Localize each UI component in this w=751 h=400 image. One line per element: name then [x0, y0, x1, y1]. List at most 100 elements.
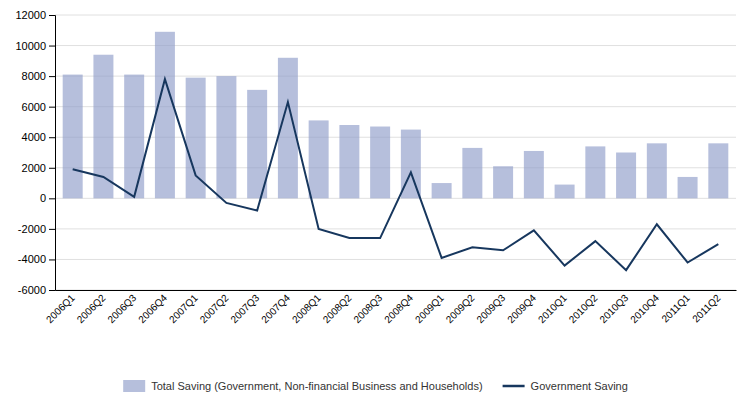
bar — [524, 151, 544, 198]
tick-label: 2000 — [22, 162, 46, 174]
tick: 2007Q1 — [167, 292, 200, 325]
tick-label: 8000 — [22, 70, 46, 82]
chart: -6000 -4000 -2000 0 2000 4000 6000 8000 10000 120… — [0, 0, 751, 400]
axis-line — [49, 16, 56, 291]
tick-mark — [49, 168, 55, 169]
tick-label: 2008Q2 — [321, 292, 354, 325]
bar — [370, 127, 390, 199]
tick-mark — [49, 229, 55, 230]
bar — [432, 183, 452, 198]
tick: 2009Q1 — [413, 292, 446, 325]
bar — [555, 185, 575, 199]
tick: 2011Q2 — [690, 292, 723, 325]
tick-mark — [49, 107, 55, 108]
tick-label: 2006Q1 — [44, 292, 77, 325]
legend-item: Total Saving (Government, Non-financial … — [123, 380, 482, 392]
tick-label: 2006Q4 — [136, 292, 169, 325]
tick: 2006Q3 — [105, 292, 138, 325]
tick-mark — [49, 15, 55, 16]
tick-label: 2007Q4 — [259, 292, 292, 325]
tick: 2006Q1 — [44, 292, 77, 325]
y-axis: -6000 -4000 -2000 0 2000 4000 6000 8000 10000 120… — [15, 9, 55, 296]
tick-label: 2010Q2 — [567, 292, 600, 325]
tick-mark — [49, 46, 55, 47]
grid-line — [55, 290, 736, 291]
tick-label: 2007Q1 — [167, 292, 200, 325]
tick-label: 10000 — [15, 40, 46, 52]
line — [73, 79, 719, 270]
tick-mark — [49, 290, 55, 291]
tick-label: 2009Q4 — [505, 292, 538, 325]
tick-label: 2006Q3 — [105, 292, 138, 325]
tick-label: 0 — [40, 192, 46, 204]
tick-mark — [49, 76, 55, 77]
legend-item: Government Saving — [503, 380, 628, 392]
tick: 8000 — [22, 70, 55, 82]
tick-mark — [49, 259, 55, 260]
bar — [339, 125, 359, 198]
tick-label: 2010Q4 — [628, 292, 661, 325]
tick-label: 2009Q2 — [444, 292, 477, 325]
tick: 2000 — [22, 162, 55, 174]
plot: -6000 -4000 -2000 0 2000 4000 6000 8000 10000 120… — [15, 9, 736, 325]
tick: 2011Q1 — [659, 292, 692, 325]
axis-line — [56, 290, 737, 291]
bar — [247, 90, 267, 198]
legend-label: Government Saving — [531, 380, 628, 392]
tick: 2010Q3 — [597, 292, 630, 325]
marks — [63, 32, 729, 270]
legend: Total Saving (Government, Non-financial … — [123, 380, 628, 392]
bar — [616, 153, 636, 199]
bar — [155, 32, 175, 199]
tick-label: 2007Q3 — [228, 292, 261, 325]
bar — [216, 76, 236, 198]
tick: 2008Q3 — [351, 292, 384, 325]
tick: 2007Q3 — [228, 292, 261, 325]
tick-label: 2007Q2 — [198, 292, 231, 325]
tick: 0 — [40, 192, 55, 204]
legend-swatch — [503, 385, 525, 388]
tick-label: -4000 — [18, 253, 46, 265]
bar — [462, 148, 482, 198]
tick-mark — [49, 198, 55, 199]
tick-label: 2008Q3 — [351, 292, 384, 325]
legend-label: Total Saving (Government, Non-financial … — [151, 380, 482, 392]
tick: 2009Q2 — [444, 292, 477, 325]
tick-label: 2010Q1 — [536, 292, 569, 325]
tick: 2006Q2 — [75, 292, 108, 325]
tick: 2008Q2 — [321, 292, 354, 325]
bar — [708, 143, 728, 198]
tick: 2009Q4 — [505, 292, 538, 325]
tick: 2010Q4 — [628, 292, 661, 325]
tick-label: 6000 — [22, 101, 46, 113]
grid — [55, 15, 736, 290]
tick: -6000 — [18, 284, 55, 296]
tick: 2009Q3 — [474, 292, 507, 325]
tick-label: 2011Q2 — [690, 292, 723, 325]
tick-label: 2009Q1 — [413, 292, 446, 325]
tick: 2007Q4 — [259, 292, 292, 325]
tick-label: 12000 — [15, 9, 46, 21]
tick: 12000 — [15, 9, 55, 21]
bar — [678, 177, 698, 198]
bar — [647, 143, 667, 198]
tick: -4000 — [18, 253, 55, 265]
tick: 2007Q2 — [198, 292, 231, 325]
tick-label: 2006Q2 — [75, 292, 108, 325]
tick: 2010Q2 — [567, 292, 600, 325]
bar — [493, 166, 513, 198]
x-axis: 2006Q12006Q22006Q32006Q42007Q12007Q22007… — [44, 291, 737, 326]
tick-mark — [49, 137, 55, 138]
tick: 2008Q1 — [290, 292, 323, 325]
tick-label: 2008Q1 — [290, 292, 323, 325]
bar — [309, 120, 329, 198]
grid-line — [55, 15, 736, 16]
bar — [186, 78, 206, 199]
tick-label: -6000 — [18, 284, 46, 296]
tick-label: -2000 — [18, 223, 46, 235]
legend-swatch — [123, 380, 145, 392]
tick: -2000 — [18, 223, 55, 235]
bar — [124, 75, 144, 199]
tick-label: 2008Q4 — [382, 292, 415, 325]
tick: 4000 — [22, 131, 55, 143]
